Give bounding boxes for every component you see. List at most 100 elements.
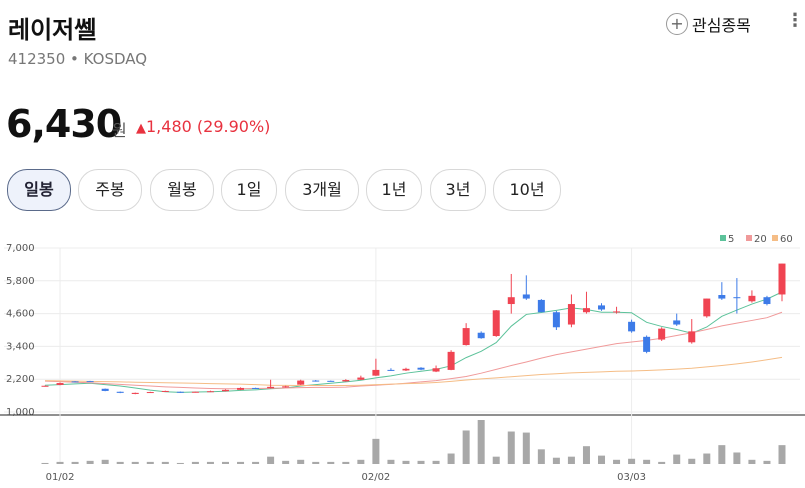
volume-bar	[297, 459, 305, 464]
y-tick-label: 1,000	[6, 407, 35, 418]
candle-body	[327, 380, 335, 382]
y-tick-label: 4,600	[6, 309, 35, 320]
candle-body	[628, 321, 636, 332]
candle-body	[221, 389, 229, 392]
candle-body	[733, 297, 741, 299]
candle-body	[402, 368, 410, 371]
price-unit: 원	[112, 121, 127, 140]
legend-label: 5	[728, 234, 734, 245]
volume-bar	[522, 432, 530, 464]
candle-body	[778, 263, 786, 295]
candle-body	[703, 298, 711, 317]
stock-code: 412350	[8, 50, 66, 68]
watch-button[interactable]: + 관심종목	[666, 12, 751, 36]
candle-body	[372, 369, 380, 376]
candle-body	[567, 304, 575, 325]
candle-body	[342, 380, 350, 382]
volume-bar	[748, 459, 756, 464]
volume-bar	[537, 449, 545, 464]
period-tab[interactable]: 3개월	[285, 169, 359, 211]
candle-body	[282, 386, 290, 388]
volume-bar	[552, 457, 560, 464]
candle-body	[507, 297, 515, 305]
candle-body	[417, 367, 425, 370]
candle-body	[462, 328, 470, 346]
period-tab[interactable]: 1년	[366, 169, 422, 211]
volume-bar	[146, 461, 154, 464]
chart: 7,000 5,800 4,600 3,400 2,200 1,000 01/02 02/02…	[0, 234, 805, 483]
volume-bar	[402, 460, 410, 464]
volume-bar	[643, 459, 651, 464]
volume-bar	[267, 456, 275, 464]
legend-swatch	[720, 235, 726, 241]
period-tab[interactable]: 1일	[221, 169, 277, 211]
candle-body	[763, 297, 771, 305]
candle-body	[432, 368, 440, 372]
price: 6,430	[6, 102, 122, 146]
x-tick-label: 02/02	[361, 472, 390, 483]
candle-body	[252, 387, 260, 389]
volume-bar	[357, 459, 365, 464]
candle-body	[718, 295, 726, 299]
candle-body	[116, 391, 124, 393]
candle-body	[56, 383, 64, 385]
x-tick-label: 01/02	[46, 472, 75, 483]
volume-bar	[432, 460, 440, 464]
volume-bar	[131, 461, 139, 464]
volume-bar	[372, 438, 380, 464]
volume-bar	[237, 461, 245, 464]
candle-body	[146, 392, 154, 394]
candle-body	[237, 387, 245, 390]
period-tab[interactable]: 주봉	[78, 169, 142, 211]
candle-body	[748, 295, 756, 302]
volume-bar	[41, 462, 49, 464]
candle-body	[206, 391, 214, 393]
volume-bar	[567, 456, 575, 464]
volume-bar	[492, 456, 500, 464]
candle-body	[387, 369, 395, 371]
candle-body	[161, 390, 169, 392]
volume-bar	[101, 459, 109, 464]
candle-body	[131, 392, 139, 394]
volume-bar	[161, 461, 169, 464]
volume-bar	[327, 461, 335, 464]
candle-body	[658, 328, 666, 340]
period-tab[interactable]: 일봉	[7, 169, 71, 211]
stock-name: 레이저쎌	[8, 16, 97, 44]
period-tab[interactable]: 월봉	[150, 169, 214, 211]
candle-body	[688, 331, 696, 343]
watch-label: 관심종목	[692, 16, 751, 35]
volume-bar	[252, 461, 260, 464]
candle-body	[582, 308, 590, 313]
volume-bar	[191, 461, 199, 464]
volume-bar	[673, 454, 681, 464]
candle-body	[673, 320, 681, 325]
candle-body	[86, 381, 94, 383]
volume-bar	[206, 461, 214, 464]
volume-bar	[688, 458, 696, 464]
volume-bar	[613, 459, 621, 464]
volume-bar	[598, 455, 606, 464]
candle-body	[176, 391, 184, 393]
y-tick-label: 2,200	[6, 374, 35, 385]
volume-bar	[86, 460, 94, 464]
change-value: 1,480 (29.90%)	[146, 117, 271, 136]
more-menu[interactable]: ⋮	[786, 10, 804, 31]
candle-body	[492, 310, 500, 337]
volume-bar	[221, 461, 229, 464]
period-tab[interactable]: 10년	[493, 169, 561, 211]
volume-bar	[778, 445, 786, 464]
volume-bar	[417, 460, 425, 464]
candle-body	[477, 332, 485, 339]
volume-bar	[56, 461, 64, 464]
candle-body	[191, 391, 199, 393]
volume-bar	[116, 461, 124, 464]
volume-bar	[733, 452, 741, 464]
legend-label: 60	[780, 234, 793, 245]
volume-bar	[582, 446, 590, 464]
volume-bar	[342, 461, 350, 464]
period-tab[interactable]: 3년	[430, 169, 486, 211]
volume-bar	[387, 459, 395, 464]
candle-body	[71, 381, 79, 383]
